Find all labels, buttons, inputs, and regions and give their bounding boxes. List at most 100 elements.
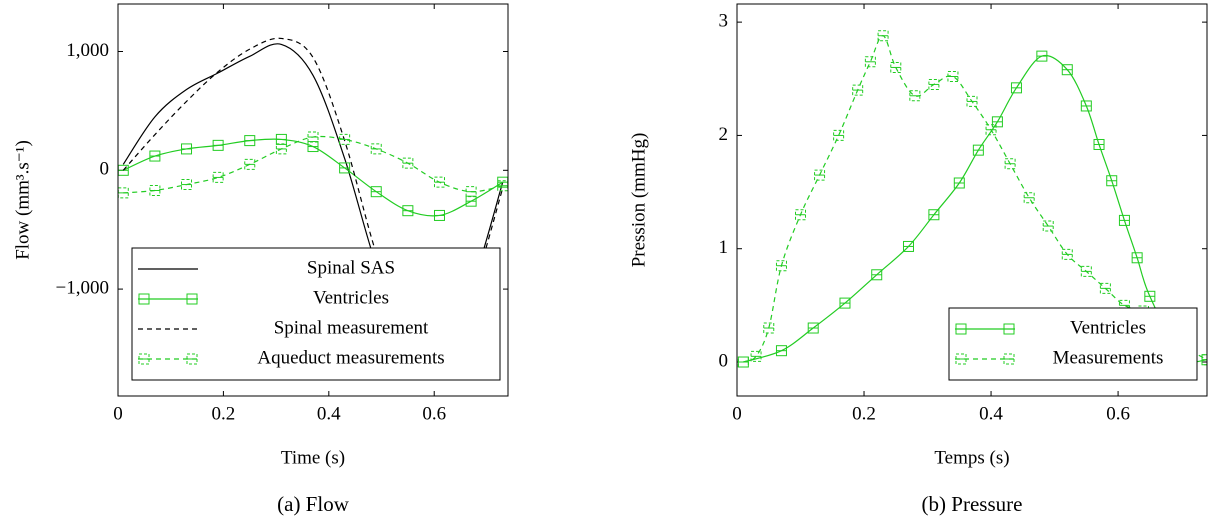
- data-point: [370, 143, 382, 155]
- data-point: [149, 150, 161, 162]
- data-point: [1131, 252, 1143, 264]
- legend-box: [131, 247, 501, 381]
- y-tick-label: 3: [719, 10, 729, 31]
- marker-box: [118, 187, 129, 199]
- y-tick-label: 1: [719, 237, 729, 258]
- data-point: [985, 124, 997, 136]
- data-point: [339, 133, 351, 145]
- data-point: [244, 135, 256, 147]
- x-tick-label: 0.2: [852, 403, 876, 424]
- data-point: [244, 158, 256, 170]
- legend-marker: [955, 323, 967, 335]
- data-point: [1106, 175, 1118, 187]
- legend-marker: [138, 353, 150, 365]
- data-point: [149, 184, 161, 196]
- plot-frame: [117, 3, 509, 397]
- data-point: [902, 240, 914, 252]
- data-point: [212, 139, 224, 151]
- data-point: [852, 84, 864, 96]
- legend: Spinal SAS Ventricles Spinal measurement Aq…: [131, 247, 501, 381]
- data-point: [307, 131, 319, 143]
- legend-marker: [186, 293, 198, 305]
- data-point: [833, 129, 845, 141]
- legend-label: Ventricles: [313, 287, 389, 308]
- caption: (a) Flow: [277, 492, 350, 516]
- data-point: [1004, 158, 1016, 170]
- legend-label: Aqueduct measurements: [257, 347, 444, 368]
- x-tick-label: 0.4: [317, 403, 341, 424]
- data-point: [402, 157, 414, 169]
- y-tick-label: 0: [100, 159, 110, 180]
- plot-area: [737, 30, 1207, 368]
- data-point: [1080, 100, 1092, 112]
- data-point: [966, 95, 978, 107]
- data-point: [1201, 354, 1207, 366]
- data-point: [1061, 64, 1073, 76]
- data-point: [1061, 248, 1073, 260]
- legend-marker: [1003, 323, 1015, 335]
- data-point: [909, 90, 921, 102]
- chart: 0 0.2 0.4 0.6 0 1 2 3 Temps (s) (b) Pressure Press…: [628, 3, 1208, 516]
- series-line: [743, 35, 1207, 363]
- data-point: [1118, 214, 1130, 226]
- data-point: [402, 205, 414, 217]
- data-point: [465, 195, 477, 207]
- data-point: [871, 269, 883, 281]
- series-line: [123, 135, 503, 194]
- data-point: [465, 186, 477, 198]
- data-point: [839, 297, 851, 309]
- data-point: [339, 162, 351, 174]
- data-point: [307, 141, 319, 153]
- data-point: [1036, 50, 1048, 62]
- data-point: [814, 169, 826, 181]
- legend-marker: [186, 353, 198, 365]
- data-point: [775, 260, 787, 272]
- x-tick-label: 0.2: [212, 403, 236, 424]
- legend-box: [948, 307, 1198, 381]
- data-point: [763, 322, 775, 334]
- legend-marker: [138, 293, 150, 305]
- legend-marker: [955, 353, 967, 365]
- data-point: [275, 133, 287, 145]
- x-axis-title: Temps (s): [934, 447, 1009, 468]
- y-axis-title: Flow (mm³.s⁻¹): [12, 140, 33, 260]
- series-line: [122, 37, 504, 358]
- chart: 0 0.2 0.4 0.6 −1,000 0 1,000 Time (s) (a) Flow Fl…: [12, 3, 509, 516]
- data-point: [991, 116, 1003, 128]
- data-point: [181, 179, 193, 191]
- legend-label: Spinal SAS: [307, 257, 395, 278]
- data-point: [953, 177, 965, 189]
- y-tick-label: 0: [719, 350, 729, 371]
- data-point: [947, 71, 959, 83]
- data-point: [433, 209, 445, 221]
- legend-label: Measurements: [1053, 347, 1164, 368]
- x-tick-label: 0.6: [1106, 403, 1130, 424]
- data-point: [750, 350, 762, 362]
- data-point: [433, 176, 445, 188]
- series-line: [123, 138, 504, 217]
- x-tick-label: 0: [113, 403, 123, 424]
- y-tick-label: 2: [719, 124, 729, 145]
- legend: Ventricles Measurements: [948, 307, 1198, 381]
- data-point: [1023, 192, 1035, 204]
- data-point: [118, 187, 129, 199]
- legend-label: Spinal measurement: [274, 317, 429, 338]
- x-tick-label: 0.6: [422, 403, 446, 424]
- data-point: [864, 56, 876, 68]
- plot-frame: [736, 3, 1208, 397]
- y-tick-label: 1,000: [66, 40, 109, 61]
- x-axis-title: Time (s): [281, 447, 345, 468]
- data-point: [275, 143, 287, 155]
- x-tick-label: 0: [732, 403, 742, 424]
- data-point: [928, 78, 940, 90]
- data-point: [118, 164, 129, 176]
- legend-marker: [1003, 353, 1015, 365]
- data-point: [1099, 282, 1111, 294]
- data-point: [1010, 82, 1022, 94]
- data-point: [212, 171, 224, 183]
- data-point: [1093, 138, 1105, 150]
- data-point: [928, 209, 940, 221]
- data-point: [775, 345, 787, 357]
- data-point: [1042, 220, 1054, 232]
